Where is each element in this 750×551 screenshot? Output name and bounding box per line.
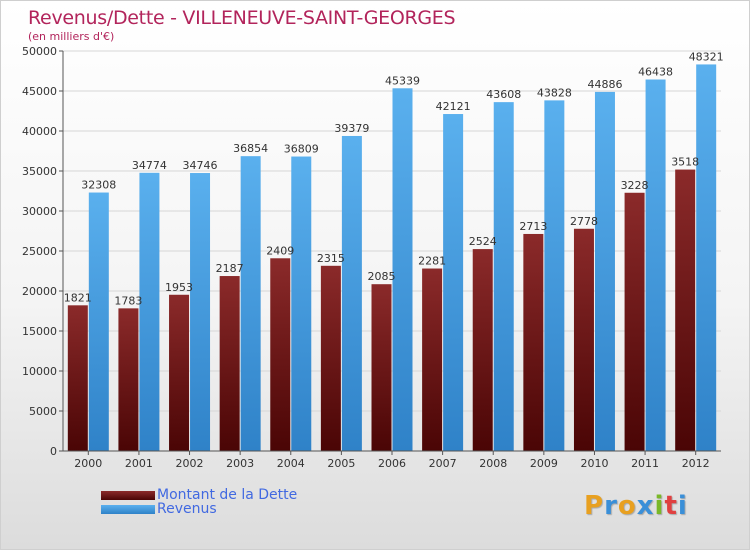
y-tick-label: 5000 (29, 405, 57, 418)
y-tick-label: 30000 (22, 205, 57, 218)
bar-dette (169, 294, 190, 451)
logo-letter: i (654, 491, 665, 521)
data-label-dette: 2085 (368, 270, 396, 283)
y-tick-label: 20000 (22, 285, 57, 298)
legend-label-dette: Montant de la Dette (157, 487, 298, 503)
bar-revenus (341, 135, 362, 451)
x-tick-label: 2000 (74, 457, 102, 470)
bar-revenus (88, 192, 109, 451)
x-tick-label: 2010 (580, 457, 608, 470)
data-label-dette: 3228 (621, 179, 649, 192)
logo-letter: x (636, 491, 655, 521)
legend-item-dette: Montant de la Dette (101, 487, 298, 503)
data-label-revenus: 44886 (587, 78, 622, 91)
x-tick-label: 2009 (530, 457, 558, 470)
logo-letter: o (617, 491, 637, 521)
data-label-dette: 1953 (165, 281, 193, 294)
data-label-revenus: 46438 (638, 65, 673, 78)
bar-dette (118, 308, 139, 451)
data-label-dette: 2778 (570, 215, 598, 228)
bar-revenus (190, 173, 211, 452)
bar-dette (270, 258, 291, 451)
data-label-dette: 2713 (519, 220, 547, 233)
data-label-dette: 1783 (114, 294, 142, 307)
logo-letter: P (584, 491, 605, 521)
x-tick-label: 2006 (378, 457, 406, 470)
bar-dette (67, 305, 88, 451)
x-tick-label: 2007 (429, 457, 457, 470)
x-tick-label: 2012 (682, 457, 710, 470)
proxiti-logo: Proxiti (584, 491, 688, 521)
bar-revenus (291, 156, 312, 451)
y-tick-label: 35000 (22, 165, 57, 178)
data-label-dette: 2315 (317, 252, 345, 265)
bar-revenus (443, 114, 464, 452)
x-tick-label: 2002 (176, 457, 204, 470)
data-label-dette: 2524 (469, 235, 497, 248)
data-label-revenus: 43608 (486, 88, 521, 101)
x-tick-label: 2004 (277, 457, 305, 470)
y-tick-label: 40000 (22, 125, 57, 138)
data-label-revenus: 36809 (284, 143, 319, 156)
y-tick-label: 50000 (22, 45, 57, 58)
data-label-revenus: 48321 (689, 50, 724, 63)
data-label-dette: 2281 (418, 255, 446, 268)
bar-dette (371, 284, 392, 451)
logo-letter: t (664, 491, 678, 521)
x-tick-label: 2005 (327, 457, 355, 470)
bar-dette (573, 228, 594, 451)
chart-subtitle: (en milliers d'€) (28, 30, 115, 43)
bar-dette (523, 233, 544, 451)
legend-label-revenus: Revenus (157, 501, 217, 517)
data-label-revenus: 34774 (132, 159, 167, 172)
x-tick-label: 2003 (226, 457, 254, 470)
y-tick-label: 25000 (22, 245, 57, 258)
bar-revenus (493, 102, 514, 452)
data-label-revenus: 42121 (436, 100, 471, 113)
y-tick-label: 0 (50, 445, 57, 458)
bar-dette (624, 192, 645, 451)
bar-revenus (139, 172, 160, 452)
y-tick-label: 15000 (22, 325, 57, 338)
bar-dette (320, 265, 341, 451)
data-label-revenus: 45339 (385, 74, 420, 87)
data-label-dette: 2187 (216, 262, 244, 275)
data-label-dette: 3518 (671, 156, 699, 169)
x-tick-label: 2008 (479, 457, 507, 470)
bar-dette (675, 169, 696, 451)
chart-title: Revenus/Dette - VILLENEUVE-SAINT-GEORGES (28, 7, 456, 29)
bar-revenus (240, 156, 261, 451)
y-tick-label: 10000 (22, 365, 57, 378)
bar-dette (472, 249, 493, 451)
bar-revenus (392, 88, 413, 452)
bar-dette (422, 268, 443, 451)
bar-dette (219, 276, 240, 451)
data-label-revenus: 34746 (183, 159, 218, 172)
data-label-revenus: 32308 (81, 179, 116, 192)
data-label-revenus: 39379 (334, 122, 369, 135)
legend-item-revenus: Revenus (101, 501, 217, 517)
data-label-dette: 1821 (64, 291, 92, 304)
x-tick-label: 2011 (631, 457, 659, 470)
legend-swatch-dette (101, 490, 155, 500)
y-tick-label: 45000 (22, 85, 57, 98)
bar-revenus (544, 100, 565, 451)
bar-revenus (696, 64, 717, 451)
legend-swatch-revenus (101, 504, 155, 514)
bar-revenus (645, 79, 666, 451)
data-label-revenus: 36854 (233, 142, 268, 155)
logo-letter: r (604, 491, 618, 521)
x-tick-label: 2001 (125, 457, 153, 470)
data-label-revenus: 43828 (537, 86, 572, 99)
data-label-dette: 2409 (266, 244, 294, 257)
bar-revenus (594, 91, 615, 452)
logo-letter: i (677, 491, 688, 521)
